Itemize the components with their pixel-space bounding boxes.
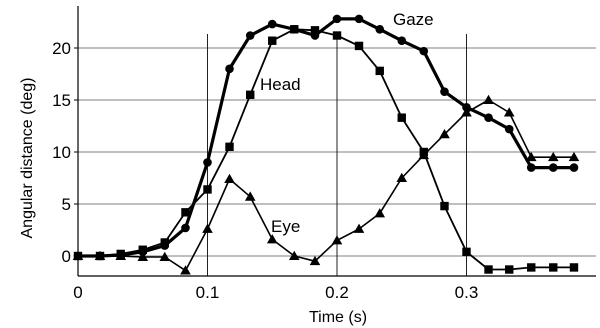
eye-point (331, 235, 343, 245)
head-point (160, 238, 169, 247)
x-tick-label: 0.3 (455, 283, 479, 302)
eye-point (525, 151, 537, 162)
y-tick-label: 5 (62, 195, 71, 214)
head-series-label: Head (260, 75, 301, 94)
x-tick-label: 0.1 (196, 283, 220, 302)
head-point (549, 263, 558, 272)
eye-point (202, 223, 213, 233)
gaze-point (504, 124, 514, 134)
gaze-point (440, 87, 449, 96)
gaze-point (245, 31, 255, 40)
head-point (569, 263, 579, 272)
gaze-point (548, 163, 558, 172)
gaze-point (419, 46, 429, 56)
head-point (462, 247, 471, 257)
gaze-point (397, 36, 407, 46)
gaze-series-label: Gaze (393, 10, 434, 29)
eye-point (288, 250, 300, 260)
eye-point (461, 107, 472, 117)
head-series-line (78, 28, 574, 271)
eye-point (353, 223, 365, 233)
y-tick-label: 20 (52, 39, 71, 58)
eye-point (180, 265, 191, 275)
gaze-series (73, 14, 579, 261)
eye-point (503, 107, 515, 117)
eye-point (115, 250, 127, 260)
eye-point (159, 251, 171, 262)
gaze-point (375, 24, 385, 34)
head-point (440, 201, 449, 211)
head-point (181, 208, 190, 217)
eye-point (224, 173, 235, 184)
head-point (203, 185, 212, 194)
head-point (246, 90, 255, 99)
eye-series (72, 94, 580, 275)
x-tick-label: 0.2 (325, 283, 349, 302)
y-tick-label: 15 (52, 91, 71, 110)
series-layer (72, 14, 580, 275)
eye-point (94, 250, 106, 260)
y-tick-label: 10 (52, 143, 71, 162)
y-tick-label: 0 (62, 247, 71, 266)
x-tick-label: 0 (73, 283, 82, 302)
x-axis-label: Time (s) (309, 309, 367, 326)
y-axis: 0 5 10 15 20 (52, 6, 79, 276)
eye-point (309, 255, 321, 266)
gaze-point (332, 14, 342, 24)
gaze-point (181, 223, 190, 233)
eye-point (137, 251, 149, 262)
gaze-point (354, 14, 364, 24)
head-point (527, 263, 536, 272)
gaze-point (203, 158, 212, 167)
gaze-point (526, 163, 536, 172)
head-series (73, 25, 579, 274)
head-point (290, 25, 299, 34)
head-point (397, 113, 406, 122)
head-point (225, 142, 234, 151)
head-point (310, 26, 320, 35)
eye-point (568, 151, 580, 162)
gaze-point (267, 19, 277, 29)
head-point (332, 31, 342, 40)
eye-point (374, 208, 386, 218)
head-point (268, 36, 277, 45)
gaze-series-line (78, 17, 574, 258)
head-point (484, 265, 493, 274)
head-point (505, 265, 514, 274)
eye-series-label: Eye (271, 217, 300, 236)
eye-point (418, 149, 430, 160)
y-axis-label: Angular distance (deg) (19, 78, 36, 239)
eye-point (439, 129, 450, 139)
eye-point (72, 250, 84, 260)
eye-point (244, 191, 256, 201)
gaze-point (484, 113, 493, 122)
head-point (138, 245, 147, 254)
eye-point (483, 94, 494, 104)
gaze-point (569, 163, 579, 172)
plot-area (78, 34, 596, 276)
x-axis: 0 0.1 0.2 0.3 (73, 275, 596, 302)
head-point (354, 41, 364, 51)
eye-point (266, 234, 278, 244)
eye-point (547, 151, 559, 162)
gaze-point (225, 64, 234, 74)
head-point (375, 66, 384, 76)
eye-point (396, 172, 408, 182)
